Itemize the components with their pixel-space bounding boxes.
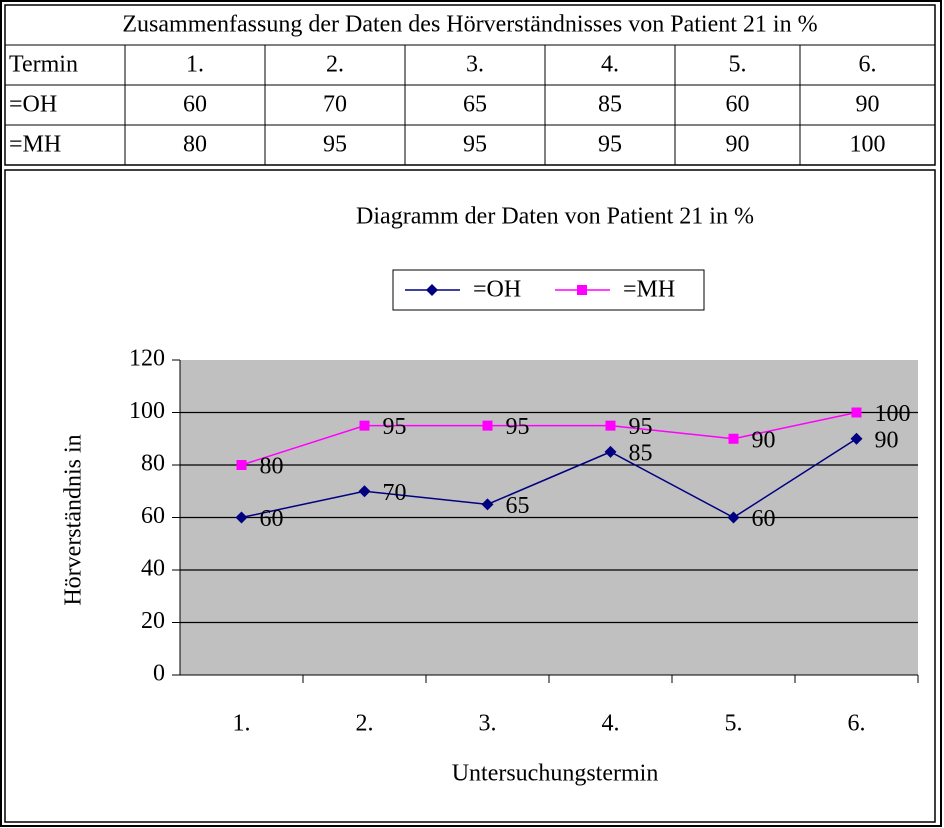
y-tick-label: 100: [129, 398, 165, 424]
data-point: [727, 511, 740, 524]
y-axis-label: Hörverständnis in: [61, 434, 87, 605]
data-label: 70: [383, 480, 407, 506]
table-cell: 70: [323, 92, 347, 118]
data-point: [728, 433, 739, 444]
data-label: 80: [260, 454, 284, 480]
data-label: 65: [506, 493, 530, 519]
table-cell: 60: [726, 92, 750, 118]
x-tick-label: 5.: [725, 711, 743, 737]
data-point: [358, 485, 371, 498]
data-point: [482, 420, 493, 431]
table-cell: 90: [726, 132, 750, 158]
x-axis-label: Untersuchungstermin: [452, 761, 659, 787]
data-label: 90: [875, 427, 899, 453]
table-cell: 65: [463, 92, 487, 118]
table-cell: 6.: [859, 52, 877, 78]
legend-marker: [577, 285, 587, 295]
data-point: [481, 498, 494, 511]
y-tick-label: 0: [153, 661, 165, 687]
data-label: 60: [752, 506, 776, 532]
y-tick-label: 80: [141, 451, 165, 477]
x-tick-label: 3.: [479, 711, 497, 737]
x-tick-label: 2.: [356, 711, 374, 737]
table-cell: 95: [323, 132, 347, 158]
y-tick-label: 120: [129, 346, 165, 372]
data-point: [604, 445, 617, 458]
table-cell: 60: [183, 92, 207, 118]
data-point: [236, 460, 247, 470]
x-tick-label: 4.: [602, 711, 620, 737]
table-cell: 4.: [601, 52, 619, 78]
data-point: [359, 420, 370, 431]
legend-marker: [426, 284, 438, 296]
chart-title: Diagramm der Daten von Patient 21 in %: [356, 204, 754, 230]
y-tick-label: 40: [141, 556, 165, 582]
x-tick-label: 6.: [848, 711, 866, 737]
legend-label: =MH: [623, 277, 675, 303]
x-tick-label: 1.: [233, 711, 251, 737]
legend-label: =OH: [473, 277, 521, 303]
series-line: [241, 438, 857, 519]
table-cell: 85: [598, 92, 622, 118]
table-title: Zusammenfassung der Daten des Hörverstän…: [122, 12, 817, 38]
data-point: [235, 511, 248, 524]
data-label: 90: [752, 427, 776, 453]
data-label: 95: [383, 414, 407, 440]
y-tick-label: 60: [141, 503, 165, 529]
table-cell: =OH: [9, 92, 57, 118]
table-cell: 95: [463, 132, 487, 158]
data-label: 95: [506, 414, 530, 440]
data-point: [605, 420, 616, 431]
data-point: [851, 407, 862, 418]
table-cell: 3.: [466, 52, 484, 78]
table-cell: 100: [850, 132, 886, 158]
table-cell: 95: [598, 132, 622, 158]
table-cell: Termin: [9, 52, 78, 78]
table-cell: =MH: [9, 132, 61, 158]
data-label: 100: [875, 401, 911, 427]
y-tick-label: 20: [141, 608, 165, 634]
data-label: 60: [260, 506, 284, 532]
table-cell: 90: [856, 92, 880, 118]
data-label: 95: [629, 414, 653, 440]
data-label: 85: [629, 440, 653, 466]
data-point: [850, 432, 863, 445]
table-cell: 80: [183, 132, 207, 158]
table-cell: 1.: [186, 52, 204, 78]
series-line: [241, 411, 857, 466]
table-cell: 2.: [326, 52, 344, 78]
table-cell: 5.: [729, 52, 747, 78]
